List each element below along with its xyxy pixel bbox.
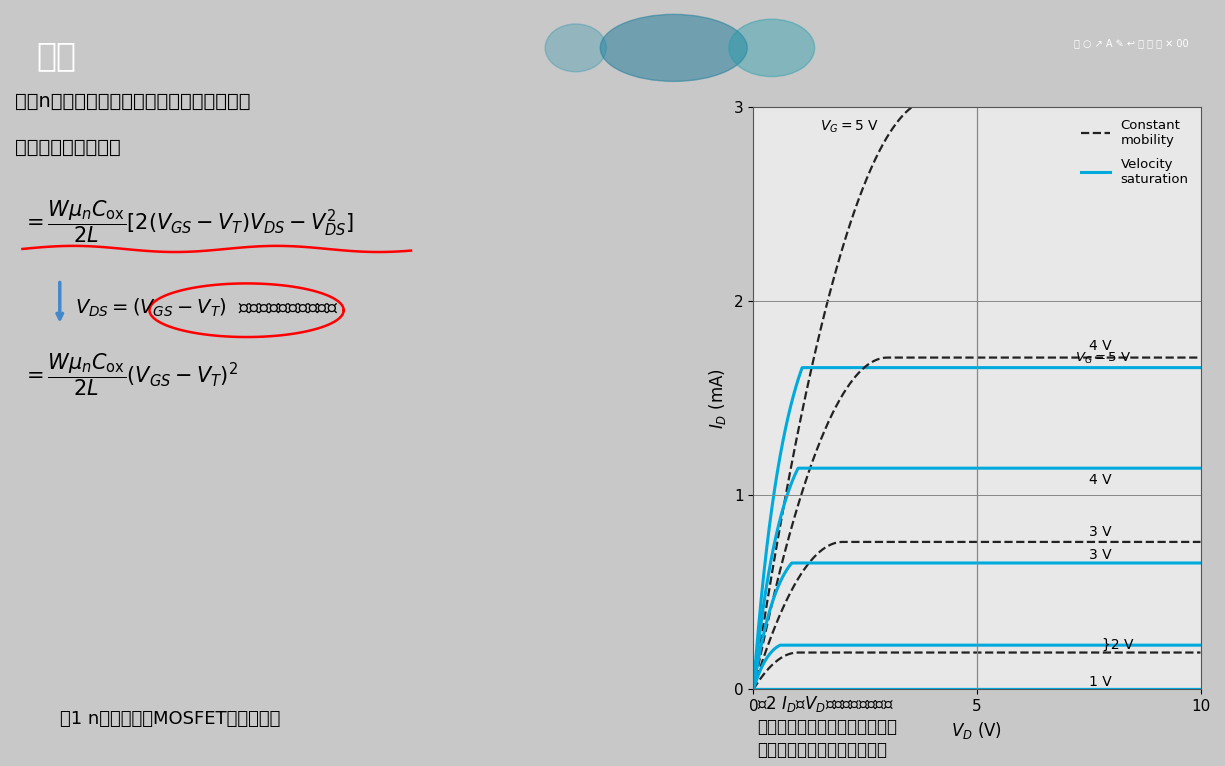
Text: 图1 n沟道增强型MOSFET的物理结构: 图1 n沟道增强型MOSFET的物理结构 [60, 710, 281, 728]
Text: 引入: 引入 [37, 39, 77, 72]
Text: 率为常数时和在由于速度饱和效: 率为常数时和在由于速度饱和效 [757, 718, 897, 735]
Text: $V_G = 5\ \mathrm{V}$: $V_G = 5\ \mathrm{V}$ [1076, 351, 1132, 366]
Ellipse shape [729, 19, 815, 77]
Text: 4 V: 4 V [1089, 339, 1111, 353]
Text: $V_G = 5\ \mathrm{V}$: $V_G = 5\ \mathrm{V}$ [821, 119, 880, 135]
Ellipse shape [600, 15, 747, 81]
Text: ⬜ ○ ↗ A ✎ ↩ 🗑 🔊 🎤 ✕ 00: ⬜ ○ ↗ A ✎ ↩ 🗑 🔊 🎤 ✕ 00 [1073, 38, 1188, 48]
Text: 4 V: 4 V [1089, 473, 1111, 486]
Legend: Constant
mobility, Velocity
saturation: Constant mobility, Velocity saturation [1076, 114, 1194, 191]
Text: $= \dfrac{W\mu_n C_{\mathrm{ox}}}{2L} [2(V_{GS} - V_T)V_{DS} - V_{DS}^2]$: $= \dfrac{W\mu_n C_{\mathrm{ox}}}{2L} [2… [22, 198, 354, 244]
X-axis label: $V_D$ (V): $V_D$ (V) [952, 720, 1002, 741]
Text: 3 V: 3 V [1089, 525, 1111, 539]
Text: 电压之间的数学关系: 电压之间的数学关系 [15, 138, 121, 157]
Text: $= \dfrac{W\mu_n C_{\mathrm{ox}}}{2L} (V_{GS} - V_T)^2$: $= \dfrac{W\mu_n C_{\mathrm{ox}}}{2L} (V… [22, 352, 239, 398]
Text: 图2 $I_D$与$V_D$的函数关系在迁移: 图2 $I_D$与$V_D$的函数关系在迁移 [757, 693, 894, 714]
Text: 1 V: 1 V [1089, 676, 1111, 689]
Text: }2 V: }2 V [1102, 638, 1133, 652]
Text: 3 V: 3 V [1089, 548, 1111, 562]
Text: 对于n沟道器件，漏电流、栅源电压以及源漏: 对于n沟道器件，漏电流、栅源电压以及源漏 [15, 92, 250, 111]
Text: 迁移率依赖于电场时的对比情: 迁移率依赖于电场时的对比情 [757, 741, 887, 758]
Ellipse shape [545, 24, 606, 72]
Text: $V_{DS} = (V_{GS} - V_T)$  电流峰值处，开始饱和: $V_{DS} = (V_{GS} - V_T)$ 电流峰值处，开始饱和 [75, 297, 338, 319]
Y-axis label: $I_D$ (mA): $I_D$ (mA) [707, 368, 729, 429]
